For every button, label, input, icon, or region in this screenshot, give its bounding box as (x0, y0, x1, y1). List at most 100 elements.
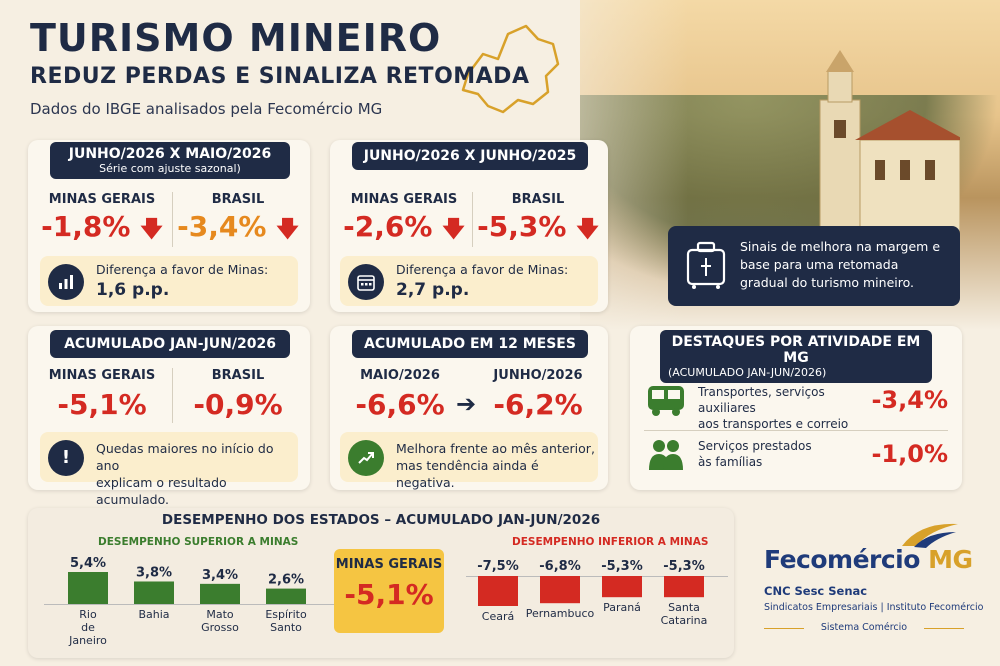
brasil-value: -5,3% 🡇 (477, 210, 599, 243)
minas-highlight-label: MINAS GERAIS (335, 557, 443, 572)
minas-label: MINAS GERAIS (350, 192, 458, 207)
page-subtitle: REDUZ PERDAS E SINALIZA RETOMADA (30, 64, 530, 89)
bar-value-label: 3,8% (136, 565, 172, 580)
minas-highlight-value: -5,1% (344, 578, 434, 611)
brasil-value: -0,9% (193, 388, 283, 421)
note-line1: Melhora frente ao mês anterior, (396, 441, 595, 456)
minas-value: -2,6% 🡇 (343, 210, 465, 243)
source-note: Dados do IBGE analisados pela Fecomércio… (30, 100, 383, 118)
brasil-label: BRASIL (211, 192, 265, 207)
activity-name-line2: às famílias (698, 455, 763, 470)
inferior-title: DESEMPENHO INFERIOR A MINAS (512, 536, 709, 548)
card-accumulated-12-months: ACUMULADO EM 12 MESES MAIO/2026 -6,6% ➔ … (330, 326, 608, 490)
partners-logo: CNC Sesc Senac (764, 584, 868, 598)
note-label: Diferença a favor de Minas: (396, 262, 569, 277)
bus-icon (648, 386, 684, 416)
bar-category-label: Pernambuco (526, 607, 595, 620)
minas-value: -1,8% 🡇 (41, 210, 163, 243)
difference-note: Diferença a favor de Minas: 2,7 p.p. (340, 256, 598, 306)
fecomercio-swoosh-logo (902, 523, 958, 548)
difference-note: Diferença a favor de Minas: 1,6 p.p. (40, 256, 298, 306)
bar-value-label: 3,4% (202, 568, 238, 583)
june-value: -6,2% (493, 388, 583, 421)
arrow-down-icon: 🡇 (576, 217, 599, 242)
bar-category-label: Rio de Janeiro (68, 608, 107, 647)
minas-gerais-highlight: MINAS GERAIS -5,1% (334, 549, 444, 633)
activity-name-line2: aos transportes e correio (698, 417, 849, 432)
activity-name-line1: Transportes, serviços auxiliares (698, 385, 825, 416)
activity-row: Transportes, serviços auxiliares aos tra… (630, 378, 962, 431)
brasil-label: BRASIL (511, 192, 565, 207)
bar-category-label: Espírito Santo (265, 608, 307, 634)
bar-value-label: 5,4% (70, 556, 106, 571)
states-title: DESEMPENHO DOS ESTADOS – ACUMULADO JAN-J… (161, 512, 601, 528)
bar-superior (134, 581, 174, 604)
brasil-label: BRASIL (211, 368, 265, 383)
chart-inferior: -7,5% Ceará -6,8% Pernambuco -5,3% Paraná -5,3… (477, 559, 708, 627)
bar-superior (200, 583, 240, 604)
bar-value-label: -7,5% (477, 559, 518, 574)
recovery-callout: Sinais de melhora na margem e base para … (668, 226, 960, 306)
card-title: DESTAQUES POR ATIVIDADE EM MG (ACUMULADO… (660, 330, 932, 383)
bar-superior (68, 572, 108, 604)
bar-inferior (602, 576, 642, 598)
page-title: TURISMO MINEIRO (30, 16, 442, 60)
note-label: Diferença a favor de Minas: (96, 262, 269, 277)
note-value: 1,6 p.p. (96, 279, 170, 300)
bar-category-label: Santa Catarina (661, 601, 708, 627)
card-year-over-year: JUNHO/2026 X JUNHO/2025 MINAS GERAIS -2,… (330, 140, 608, 312)
bar-inferior (478, 576, 518, 606)
callout-text: Sinais de melhora na margem e base para … (740, 239, 941, 291)
activity-row: Serviços prestados às famílias -1,0% (630, 436, 962, 486)
bar-value-label: -5,3% (601, 559, 642, 574)
bar-category-label: Mato Grosso (201, 608, 239, 634)
calendar-icon (348, 264, 384, 300)
card-title: JUNHO/2026 X JUNHO/2025 (352, 142, 588, 170)
card-title: ACUMULADO JAN-JUN/2026 (50, 330, 290, 358)
activity-value: -1,0% (871, 440, 948, 468)
chart-superior: 5,4% Rio de Janeiro 3,8% Bahia 3,4% Mato Grosso 2… (68, 556, 307, 647)
june-label: JUNHO/2026 (493, 368, 583, 383)
bar-chart-icon (48, 264, 84, 300)
arrow-down-icon: 🡇 (276, 217, 299, 242)
fecomercio-logo: Fecomércio MG (764, 545, 973, 574)
bar-category-label: Bahia (138, 608, 169, 621)
card-title: ACUMULADO EM 12 MESES (352, 330, 588, 358)
brasil-value: -3,4% 🡇 (177, 210, 299, 243)
logo-tagline: Sindicatos Empresariais | Instituto Feco… (764, 602, 984, 613)
bar-value-label: 2,6% (268, 573, 304, 588)
exclamation-icon: ! (48, 440, 84, 476)
minas-value: -5,1% (57, 388, 147, 421)
minas-gerais-map-outline (461, 24, 560, 114)
bar-category-label: Ceará (482, 610, 514, 623)
card-subtitle: Série com ajuste sazonal) (99, 162, 241, 175)
card-subtitle: (ACUMULADO JAN-JUN/2026) (668, 366, 827, 379)
bar-inferior (540, 576, 580, 604)
note-line2: explicam o resultado acumulado. (96, 474, 227, 507)
minas-label: MINAS GERAIS (48, 192, 156, 207)
bar-value-label: -6,8% (539, 559, 580, 574)
bar-inferior (664, 576, 704, 598)
card-activity-highlights: DESTAQUES POR ATIVIDADE EM MG (ACUMULADO… (630, 326, 962, 490)
trend-up-icon (348, 440, 384, 476)
arrow-right-icon: ➔ (456, 390, 477, 418)
note-line2: mas tendência ainda é negativa. (396, 457, 539, 490)
bar-category-label: Paraná (603, 601, 641, 614)
note-line1: Quedas maiores no início do ano (96, 441, 274, 473)
card-accumulated-jan-jun: ACUMULADO JAN-JUN/2026 MINAS GERAIS -5,1… (28, 326, 310, 507)
arrow-down-icon: 🡇 (140, 217, 163, 242)
activity-value: -3,4% (871, 386, 948, 414)
card-title: JUNHO/2026 X MAIO/2026 Série com ajuste … (50, 142, 290, 179)
note-value: 2,7 p.p. (396, 279, 470, 300)
minas-label: MINAS GERAIS (48, 368, 156, 383)
card-month-over-month: JUNHO/2026 X MAIO/2026 Série com ajuste … (28, 140, 310, 312)
bar-superior (266, 588, 306, 604)
people-icon (649, 440, 683, 470)
bar-value-label: -5,3% (663, 559, 704, 574)
may-label: MAIO/2026 (360, 368, 440, 383)
arrow-down-icon: 🡇 (442, 217, 465, 242)
may-value: -6,6% (355, 388, 445, 421)
activity-name-line1: Serviços prestados (698, 439, 812, 453)
superior-title: DESEMPENHO SUPERIOR A MINAS (98, 536, 299, 548)
states-panel: DESEMPENHO DOS ESTADOS – ACUMULADO JAN-J… (28, 508, 734, 658)
